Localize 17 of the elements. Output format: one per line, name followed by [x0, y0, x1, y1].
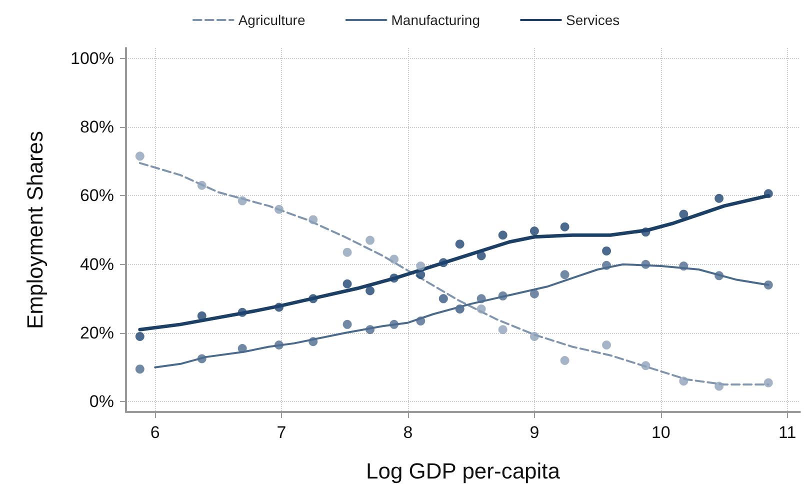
x-tick-label: 7 [276, 423, 286, 442]
x-tick-label: 8 [403, 423, 413, 442]
x-tick-label: 6 [150, 423, 160, 442]
x-tick-label: 11 [778, 423, 796, 442]
legend-label: Manufacturing [391, 12, 480, 28]
x-axis-title: Log GDP per-capita [366, 458, 561, 484]
y-tick-label: 80% [80, 117, 114, 136]
y-tick-label: 60% [80, 186, 114, 206]
legend-label: Services [566, 12, 620, 28]
y-tick-label: 0% [89, 392, 114, 412]
x-tick-label: 9 [530, 423, 540, 442]
y-tick-label: 20% [80, 324, 114, 343]
x-tick-label: 10 [651, 423, 670, 442]
y-tick-label: 40% [80, 254, 114, 274]
legend-label: Agriculture [238, 12, 306, 28]
y-tick-label: 100% [70, 48, 114, 68]
y-axis-title: Employment Shares [22, 130, 48, 330]
